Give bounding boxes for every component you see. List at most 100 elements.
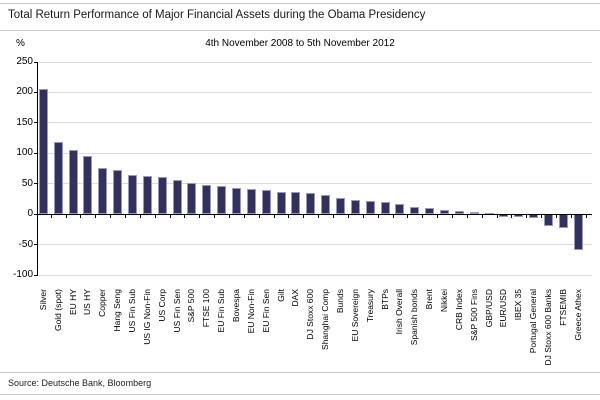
y-axis-label: -100	[12, 269, 33, 281]
x-axis-tick	[437, 214, 439, 219]
x-axis-label-text: S&P 500	[186, 289, 197, 323]
x-axis-label-text: IBEX 35	[513, 289, 524, 321]
x-axis-label-text: DJ Stoxx 600 Banks	[543, 289, 554, 366]
x-axis-label: Gilt	[276, 289, 287, 381]
title-divider	[0, 30, 600, 31]
x-axis-tick	[80, 214, 82, 219]
bar	[350, 200, 360, 215]
x-axis-label-text: US Corp	[156, 289, 167, 322]
gridline	[38, 152, 592, 154]
bar	[306, 192, 316, 215]
x-axis-tick	[318, 214, 320, 219]
x-axis-label-text: Nikkei	[439, 289, 450, 313]
x-axis-line	[38, 213, 592, 215]
x-axis-label: Brent	[424, 289, 435, 381]
x-axis-label: Bunds	[335, 289, 346, 381]
x-axis-label: Gold (spot)	[53, 289, 64, 381]
bottom-divider	[0, 394, 600, 395]
x-axis-label-text: FTSEMIB	[557, 289, 568, 326]
x-axis-label: DJ Stoxx 600	[305, 289, 316, 381]
chart-subtitle: 4th November 2008 to 5th November 2012	[205, 38, 395, 49]
x-axis-label-text: US IG Non-Fin	[141, 289, 152, 345]
x-axis-label: DJ Stoxx 600 Banks	[543, 289, 554, 381]
x-axis-label-text: EUR/USD	[498, 289, 509, 328]
x-axis-label-text: EU Fin Sub	[216, 289, 227, 333]
x-axis-label: US Corp	[157, 289, 168, 381]
page-title: Total Return Performance of Major Financ…	[8, 9, 426, 21]
x-axis-tick	[407, 214, 409, 219]
bar	[544, 214, 554, 227]
bar	[529, 214, 539, 218]
x-axis-label: Bovespa	[231, 289, 242, 381]
y-axis-label: -50	[18, 238, 33, 250]
x-axis-label: Hang Seng	[112, 289, 123, 381]
y-axis-tick	[34, 183, 38, 185]
x-axis-label: Treasury	[365, 289, 376, 381]
x-axis-tick	[347, 214, 349, 219]
x-axis-tick	[229, 214, 231, 219]
x-axis-label: EU Fin Sen	[261, 289, 272, 381]
bar	[573, 214, 583, 251]
x-axis-label-text: Portugal General	[528, 289, 539, 354]
x-axis-tick	[303, 214, 305, 219]
x-axis-tick	[555, 214, 557, 219]
gridline	[38, 183, 592, 185]
bar	[217, 185, 227, 215]
x-axis-label: Silver	[38, 289, 49, 381]
x-axis-label-text: Gold (spot)	[52, 289, 63, 332]
bar	[499, 214, 509, 217]
y-axis-tick	[34, 152, 38, 154]
x-axis-tick	[362, 214, 364, 219]
bar	[336, 197, 345, 215]
bar	[187, 182, 197, 215]
x-axis-label-text: BTPs	[379, 289, 390, 310]
x-axis-label-text: DJ Stoxx 600	[305, 289, 316, 340]
x-axis-label-text: Gilt	[275, 289, 286, 302]
x-axis-label-text: EU Non-Fin	[245, 289, 256, 334]
x-axis-label-text: EU Fin Sen	[260, 289, 271, 333]
x-axis-label: GBP/USD	[484, 289, 495, 381]
x-axis-tick	[65, 214, 67, 219]
x-axis-label: US Fin Sub	[127, 289, 138, 381]
bar	[98, 167, 108, 215]
y-axis-tick	[34, 244, 38, 246]
bar	[291, 191, 301, 215]
gridline	[38, 61, 592, 63]
bar	[172, 180, 182, 215]
x-axis-label-text: Brent	[424, 289, 435, 310]
x-axis-label-text: EU Sovereign	[349, 289, 360, 342]
x-axis-tick	[169, 214, 171, 219]
x-axis-label: S&P 500 Fins	[469, 289, 480, 381]
x-axis-label: S&P 500	[186, 289, 197, 381]
x-axis-label-text: Bunds	[335, 289, 345, 314]
bar	[276, 191, 286, 215]
x-axis-label: EU Non-Fin	[246, 289, 257, 381]
x-axis-tick	[258, 214, 260, 219]
x-axis-label: Copper	[97, 289, 108, 381]
y-axis-label: 50	[21, 177, 33, 189]
y-axis-unit-label: %	[16, 38, 25, 49]
x-axis-label: Shanghai Comp	[320, 289, 331, 381]
y-axis-tick	[34, 122, 38, 124]
x-axis-tick	[392, 214, 394, 219]
x-axis-label: US IG Non-Fin	[142, 289, 153, 381]
y-axis-label: 200	[16, 86, 33, 98]
x-axis-tick	[570, 214, 572, 219]
x-axis-label: EU HY	[68, 289, 79, 381]
x-axis-label: Nikkei	[439, 289, 450, 381]
x-axis-label-text: Silver	[37, 289, 48, 311]
bar	[558, 214, 568, 229]
source-divider	[0, 372, 600, 373]
x-axis-tick	[95, 214, 97, 219]
source-note: Source: Deutsche Bank, Bloomberg	[8, 378, 152, 388]
bar	[365, 200, 375, 215]
x-axis-label-text: US Fin Sen	[171, 289, 182, 333]
bar	[202, 184, 212, 215]
x-axis-label-text: Irish Overall	[394, 289, 405, 335]
bar	[514, 214, 524, 218]
bar	[246, 188, 256, 215]
x-axis-tick	[481, 214, 483, 219]
x-axis-label: FTSE 100	[201, 289, 212, 381]
gridline	[38, 122, 592, 124]
